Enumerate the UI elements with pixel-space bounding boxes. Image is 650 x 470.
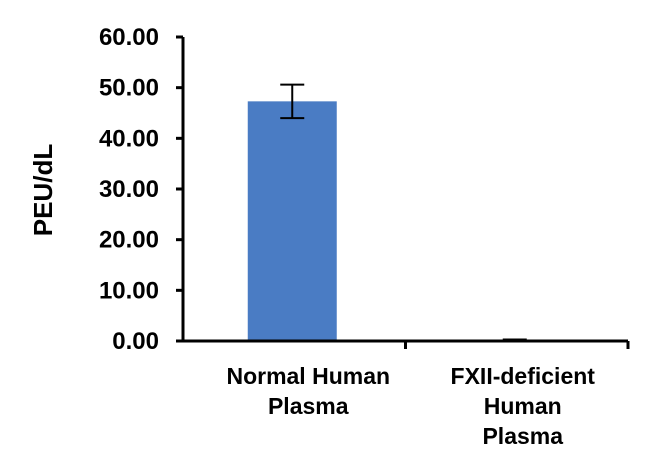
- y-tick-label: 0.00: [112, 328, 159, 355]
- y-axis-title: PEU/dL: [28, 144, 58, 237]
- y-tick-label: 40.00: [99, 125, 159, 152]
- bar: [247, 101, 337, 341]
- category-label: Normal Human Plasma: [226, 363, 390, 419]
- category-label: FXII-deficient Human Plasma: [451, 363, 596, 449]
- y-tick-label: 30.00: [99, 176, 159, 203]
- y-tick-label: 50.00: [99, 75, 159, 102]
- y-tick-label: 10.00: [99, 277, 159, 304]
- y-tick-label: 20.00: [99, 227, 159, 254]
- y-tick-label: 60.00: [99, 24, 159, 51]
